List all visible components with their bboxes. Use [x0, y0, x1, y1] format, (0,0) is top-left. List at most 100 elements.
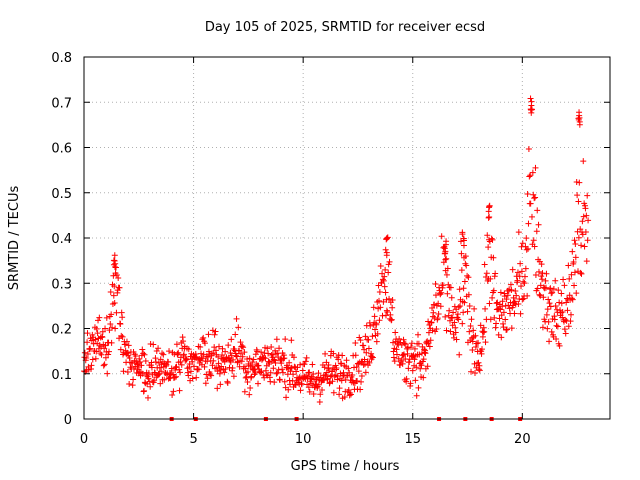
data-point — [420, 356, 427, 363]
data-point — [404, 350, 411, 357]
data-point — [129, 382, 136, 389]
data-point — [415, 384, 422, 391]
data-point — [518, 268, 525, 275]
data-point — [439, 282, 446, 289]
data-point — [108, 339, 115, 346]
data-point — [244, 379, 251, 386]
data-point — [457, 238, 464, 245]
data-point — [240, 344, 247, 351]
data-point — [383, 252, 390, 259]
data-point — [330, 389, 337, 396]
data-point — [524, 190, 531, 197]
data-point — [208, 372, 215, 379]
data-point — [102, 325, 109, 332]
data-point — [294, 364, 301, 371]
data-point — [408, 340, 415, 347]
data-point — [405, 365, 412, 372]
data-point — [103, 314, 110, 321]
data-point — [400, 352, 407, 359]
data-point — [523, 246, 530, 253]
data-point — [471, 369, 478, 376]
data-point — [185, 372, 192, 379]
data-point — [482, 305, 489, 312]
data-point — [347, 390, 354, 397]
data-point — [438, 289, 445, 296]
data-point — [141, 387, 148, 394]
data-point — [542, 277, 549, 284]
data-point — [489, 236, 496, 243]
data-point — [525, 145, 532, 152]
data-point — [276, 377, 283, 384]
y-tick-label: 0.5 — [51, 187, 72, 202]
data-point — [522, 265, 529, 272]
data-point — [176, 366, 183, 373]
data-point — [375, 297, 382, 304]
data-point — [443, 271, 450, 278]
data-point — [297, 361, 304, 368]
data-point — [584, 237, 591, 244]
data-point — [99, 328, 106, 335]
data-point — [577, 269, 584, 276]
x-tick-label: 20 — [514, 432, 531, 447]
data-point — [386, 258, 393, 265]
data-point — [471, 305, 478, 312]
data-point — [511, 310, 518, 317]
x-tick-label: 10 — [295, 432, 312, 447]
data-point — [104, 370, 111, 377]
data-point — [293, 368, 300, 375]
data-point — [368, 350, 375, 357]
data-point — [139, 346, 146, 353]
data-point — [212, 328, 219, 335]
data-point — [584, 192, 591, 199]
data-point — [470, 327, 477, 334]
data-point — [160, 351, 167, 358]
data-point — [543, 311, 550, 318]
data-point — [84, 351, 91, 358]
data-point — [150, 341, 157, 348]
data-point — [173, 363, 180, 370]
data-point — [358, 372, 365, 379]
data-point — [569, 296, 576, 303]
data-point — [459, 229, 466, 236]
data-point — [242, 374, 249, 381]
data-point — [400, 351, 407, 358]
data-point — [570, 259, 577, 266]
data-point — [343, 357, 350, 364]
data-point — [124, 369, 131, 376]
data-point — [381, 273, 388, 280]
data-point — [211, 331, 218, 338]
data-point — [544, 325, 551, 332]
data-point — [576, 114, 583, 121]
data-point — [96, 314, 103, 321]
data-point — [545, 318, 552, 325]
data-point — [456, 351, 463, 358]
data-point — [500, 309, 507, 316]
data-point — [268, 344, 275, 351]
data-point — [176, 369, 183, 376]
data-point — [398, 357, 405, 364]
data-point — [276, 345, 283, 352]
data-point — [171, 374, 178, 381]
data-point — [486, 213, 493, 220]
data-point — [426, 343, 433, 350]
data-point — [427, 337, 434, 344]
data-point — [147, 340, 154, 347]
data-point — [553, 336, 560, 343]
data-point — [250, 356, 257, 363]
data-point — [137, 358, 144, 365]
data-point — [357, 386, 364, 393]
data-point — [147, 383, 154, 390]
data-point — [472, 343, 479, 350]
x-axis-label: GPS time / hours — [291, 459, 400, 474]
data-point — [152, 359, 159, 366]
data-point — [195, 366, 202, 373]
data-point — [473, 364, 480, 371]
data-point — [81, 349, 88, 356]
data-point — [178, 361, 185, 368]
data-point — [132, 353, 139, 360]
data-point — [573, 179, 580, 186]
data-point — [321, 364, 328, 371]
y-tick-label: 0.2 — [51, 323, 72, 338]
data-point — [517, 310, 524, 317]
data-point — [485, 214, 492, 221]
